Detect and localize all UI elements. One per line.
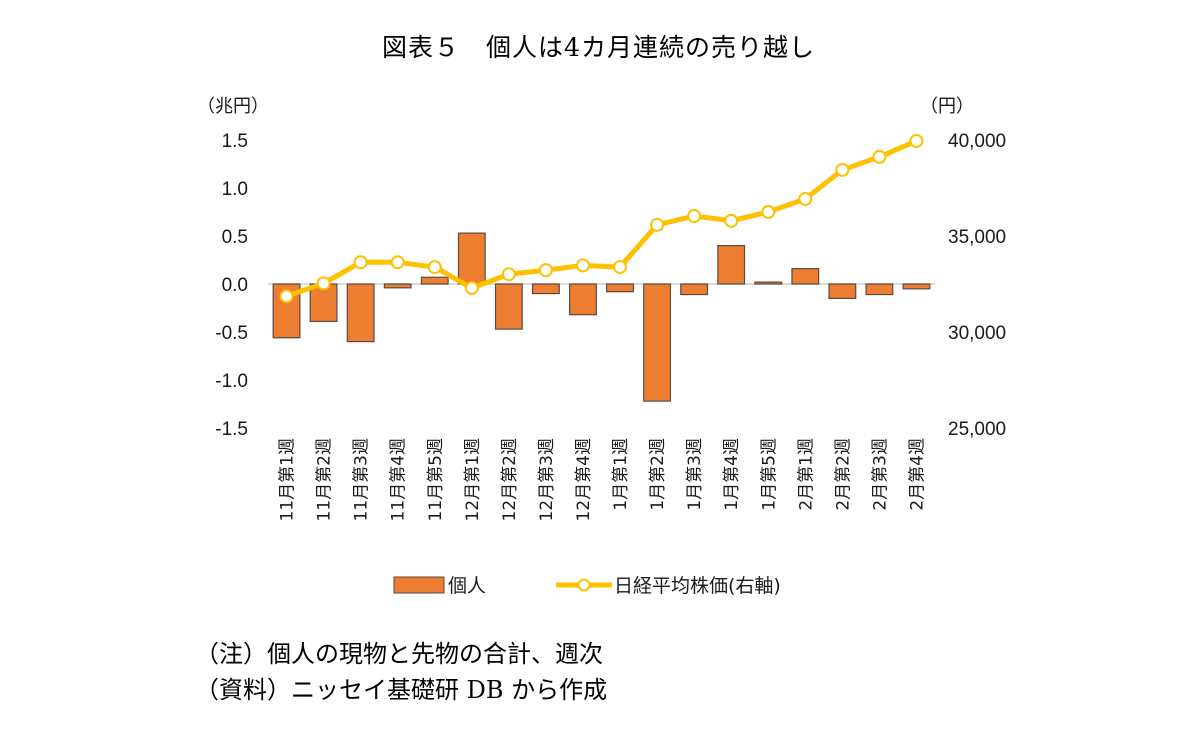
legend-label-line: 日経平均株価(右軸) [614, 575, 781, 597]
nikkei-line [285, 138, 918, 299]
x-axis-labels: 11月第1週 11月第2週 11月第3週 11月第4週 11月第5週 12月第1週 12月第… [278, 438, 928, 521]
x-tick-label: 2月第2週 [833, 438, 853, 511]
bar [531, 283, 560, 295]
line-marker [353, 255, 368, 270]
line-marker [390, 255, 405, 270]
bar [865, 283, 894, 296]
right-axis: 40,000 35,000 30,000 25,000 [948, 131, 1006, 440]
left-axis: 1.5 1.0 0.5 0.0 -0.5 -1.0 -1.5 [215, 131, 248, 440]
bar [383, 283, 412, 289]
left-tick-label: -1.0 [215, 371, 248, 392]
line-marker [538, 263, 553, 278]
line-marker [650, 217, 665, 232]
bar [828, 283, 857, 299]
legend: 個人 日経平均株価(右軸) [393, 575, 781, 597]
left-axis-unit: （兆円） [197, 96, 269, 117]
right-tick-label: 25,000 [948, 419, 1006, 440]
x-tick-label: 1月第4週 [722, 438, 742, 511]
x-tick-label: 1月第3週 [685, 438, 705, 511]
right-tick-label: 35,000 [948, 227, 1006, 248]
line-marker [761, 205, 776, 219]
x-tick-label: 2月第3週 [870, 438, 890, 511]
legend-swatch-marker [577, 578, 591, 592]
x-tick-label: 11月第1週 [278, 438, 298, 521]
line-marker [835, 162, 850, 177]
bar-series [272, 232, 931, 402]
bar [643, 283, 672, 402]
left-tick-label: 1.5 [222, 131, 248, 152]
legend-label-bar: 個人 [448, 575, 486, 597]
legend-swatch-bar [393, 576, 445, 594]
x-tick-label: 11月第5週 [426, 438, 446, 521]
x-tick-label: 11月第4週 [389, 438, 409, 521]
x-tick-label: 11月第3週 [352, 438, 372, 521]
bar [902, 283, 931, 290]
left-tick-label: 1.0 [222, 179, 248, 200]
line-marker [687, 209, 702, 224]
x-tick-label: 12月第2週 [500, 438, 520, 521]
bar [754, 281, 783, 285]
x-tick-label: 11月第2週 [315, 438, 335, 521]
bar [717, 245, 746, 285]
line-marker [427, 260, 442, 275]
x-tick-label: 1月第1週 [611, 438, 631, 511]
line-marker [279, 289, 294, 304]
line-marker [798, 191, 813, 206]
x-tick-label: 12月第4週 [574, 438, 594, 521]
bar [420, 276, 449, 285]
x-tick-label: 12月第1週 [463, 438, 483, 521]
left-tick-label: -1.5 [215, 419, 248, 440]
left-tick-label: -0.5 [215, 323, 248, 344]
x-tick-label: 1月第5週 [759, 438, 779, 511]
right-axis-unit: （円） [920, 96, 974, 117]
bar [569, 283, 597, 316]
left-tick-label: 0.0 [222, 275, 248, 296]
line-marker [872, 149, 887, 164]
x-tick-label: 2月第1週 [796, 438, 816, 511]
line-series [279, 133, 924, 304]
right-tick-label: 30,000 [948, 323, 1006, 344]
bar [346, 283, 375, 343]
notes: （注）個人の現物と先物の合計、週次 （資料）ニッセイ基礎研 DB から作成 [195, 636, 607, 708]
line-marker [613, 260, 628, 275]
chart-title: 図表５ 個人は4カ月連続の売り越し [382, 33, 815, 62]
bar [606, 283, 634, 293]
source-line: （資料）ニッセイ基礎研 DB から作成 [195, 676, 608, 704]
line-marker [575, 258, 590, 273]
bar [494, 283, 523, 330]
line-marker [909, 133, 924, 148]
left-tick-label: 0.5 [222, 227, 248, 248]
line-marker [501, 267, 516, 282]
bar [457, 232, 486, 285]
line-marker [724, 213, 739, 228]
line-marker [464, 281, 479, 296]
x-tick-label: 12月第3週 [537, 438, 557, 521]
bar [680, 283, 709, 296]
right-tick-label: 40,000 [948, 131, 1006, 152]
bar [791, 268, 820, 285]
note-line: （注）個人の現物と先物の合計、週次 [195, 640, 603, 668]
line-marker [316, 276, 331, 291]
x-tick-label: 1月第2週 [648, 438, 668, 511]
x-tick-label: 2月第4週 [907, 438, 927, 511]
